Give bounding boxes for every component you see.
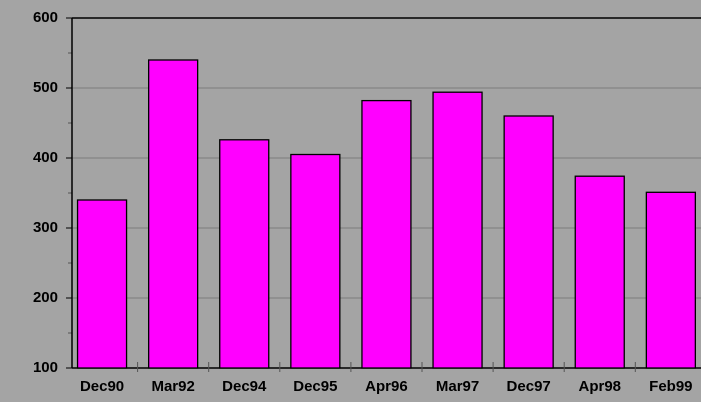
y-tick-label: 100 [33,359,58,376]
bar [219,139,270,369]
y-tick-label: 600 [33,9,58,26]
bar [432,91,483,369]
x-tick-label: Dec94 [222,378,267,395]
y-tick-label: 200 [33,289,58,306]
x-tick-label: Dec97 [507,378,551,395]
x-tick-label: Dec95 [293,378,337,395]
bar [574,175,625,369]
x-tick-label: Mar92 [151,378,194,395]
bar [361,99,412,369]
bar [147,59,199,369]
x-tick-label: Dec90 [80,378,124,395]
x-tick-label: Feb99 [649,378,692,395]
bar [503,115,554,369]
x-tick-label: Apr96 [365,378,408,395]
bar [76,199,128,369]
x-tick-label: Mar97 [436,378,479,395]
y-tick-label: 300 [33,219,58,236]
x-tick-label: Apr98 [578,378,621,395]
bar [290,153,341,369]
bar [645,191,696,369]
y-tick-label: 400 [33,149,58,166]
y-tick-label: 500 [33,79,58,96]
